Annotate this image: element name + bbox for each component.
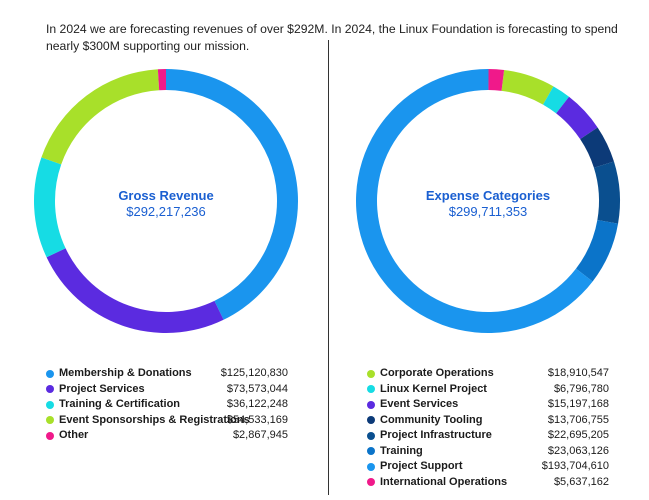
legend-value: $22,695,205 <box>547 429 609 441</box>
legend-label: Other <box>59 429 89 441</box>
expense-legend-item: Training $23,063,126 <box>367 444 609 460</box>
legend-label: Linux Kernel Project <box>380 382 487 395</box>
revenue-slice <box>34 157 66 258</box>
legend-label: Community Tooling <box>380 413 483 426</box>
legend-label: Event Services <box>380 398 459 410</box>
expense-slice <box>543 86 570 114</box>
revenue-slice <box>157 69 166 91</box>
legend-dot-icon <box>46 400 54 409</box>
legend-value: $36,122,248 <box>226 398 288 410</box>
expense-slice <box>580 127 614 168</box>
column-divider <box>328 40 329 495</box>
legend-label: International Operations <box>380 475 508 488</box>
legend-dot-icon <box>367 369 375 378</box>
legend-value: $54,533,169 <box>226 413 288 426</box>
legend-label: Project Support <box>380 460 463 472</box>
expense-legend: Corporate Operations $18,910,547 Linux Ker… <box>367 366 609 490</box>
legend-value: $125,120,830 <box>220 367 288 379</box>
legend-label: Membership & Donations <box>59 367 192 379</box>
legend-dot-icon <box>367 385 375 393</box>
revenue-legend-item: Training & Certification $36,122,248 <box>46 397 288 413</box>
legend-dot-icon <box>46 431 54 440</box>
revenue-donut-chart: Gross Revenue $292,217,236 <box>34 69 299 333</box>
legend-dot-icon <box>46 416 54 424</box>
revenue-legend: Membership & Donations $125,120,830 Projec… <box>46 366 288 444</box>
expense-chart-title: Expense Categories <box>426 188 550 203</box>
revenue-total-value: $292,217,236 <box>126 204 206 219</box>
legend-value: $15,197,168 <box>547 398 609 410</box>
legend-value: $23,063,126 <box>547 444 609 457</box>
expense-legend-item: Project Support $193,704,610 <box>367 459 609 475</box>
revenue-slice <box>46 248 224 333</box>
expense-legend-item: Event Services $15,197,168 <box>367 397 609 413</box>
legend-dot-icon <box>367 478 375 486</box>
expense-donut-chart: Expense Categories $299,711,353 <box>355 69 620 333</box>
legend-label: Event Sponsorships & Registrations <box>59 413 250 426</box>
expense-legend-item: Project Infrastructure $22,695,205 <box>367 428 609 444</box>
revenue-slices <box>34 69 299 333</box>
legend-label: Training <box>380 444 423 457</box>
revenue-legend-item: Event Sponsorships & Registrations $54,53… <box>46 413 288 429</box>
legend-dot-icon <box>367 462 375 471</box>
revenue-chart-title: Gross Revenue <box>118 188 213 203</box>
expense-slice <box>593 161 620 224</box>
revenue-legend-item: Project Services $73,573,044 <box>46 382 288 398</box>
legend-value: $18,910,547 <box>547 367 609 379</box>
expense-legend-item: Community Tooling $13,706,755 <box>367 413 609 429</box>
expense-slice <box>501 69 554 105</box>
legend-value: $6,796,780 <box>553 382 609 395</box>
legend-dot-icon <box>367 447 375 455</box>
legend-value: $2,867,945 <box>232 429 288 441</box>
expense-legend-item: International Operations $5,637,162 <box>367 475 609 491</box>
legend-value: $193,704,610 <box>541 460 609 472</box>
revenue-legend-item: Membership & Donations $125,120,830 <box>46 366 288 382</box>
legend-dot-icon <box>46 369 54 378</box>
legend-dot-icon <box>46 385 54 393</box>
legend-value: $73,573,044 <box>226 382 288 395</box>
expense-slice <box>488 69 505 91</box>
legend-dot-icon <box>367 416 375 424</box>
legend-label: Corporate Operations <box>380 367 494 379</box>
expense-legend-item: Corporate Operations $18,910,547 <box>367 366 609 382</box>
legend-label: Project Services <box>59 382 145 395</box>
revenue-slice <box>41 69 160 165</box>
legend-label: Training & Certification <box>59 398 181 410</box>
expense-slices <box>355 69 620 333</box>
legend-dot-icon <box>367 400 375 409</box>
legend-dot-icon <box>367 431 375 440</box>
legend-value: $5,637,162 <box>553 475 609 488</box>
expense-legend-item: Linux Kernel Project $6,796,780 <box>367 382 609 398</box>
expense-slice <box>556 96 598 140</box>
expense-total-value: $299,711,353 <box>449 204 528 219</box>
revenue-legend-item: Other $2,867,945 <box>46 428 288 444</box>
revenue-slice <box>166 69 299 320</box>
intro-paragraph: In 2024 we are forecasting revenues of o… <box>46 22 618 54</box>
legend-value: $13,706,755 <box>547 413 609 426</box>
legend-label: Project Infrastructure <box>380 429 492 441</box>
expense-slice <box>575 220 619 282</box>
